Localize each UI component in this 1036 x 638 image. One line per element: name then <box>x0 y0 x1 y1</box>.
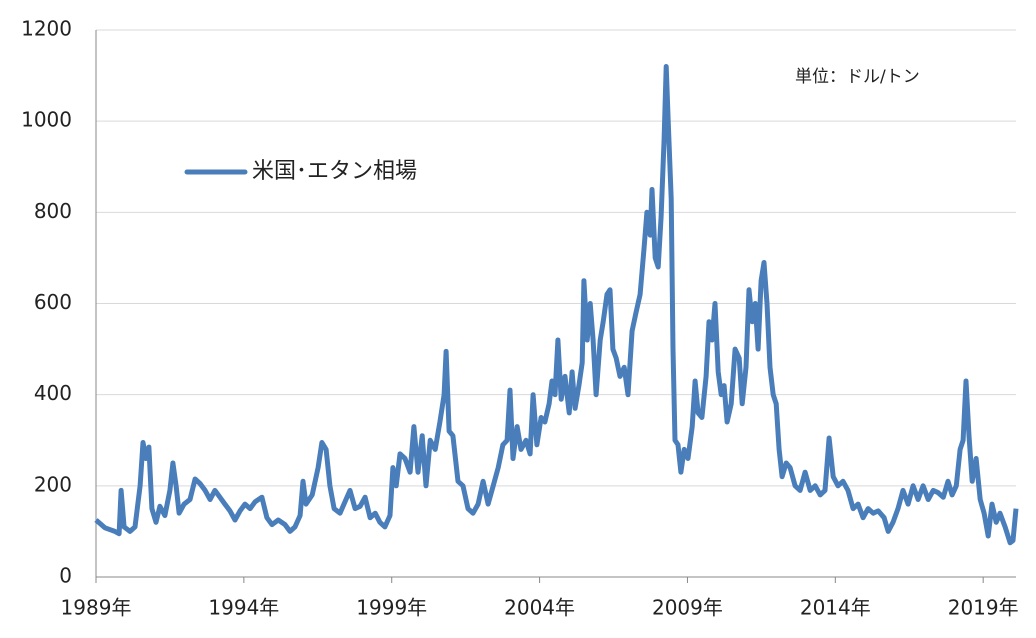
x-tick-label: 2009年 <box>652 596 723 620</box>
y-tick-label: 400 <box>34 381 72 405</box>
y-tick-label: 1200 <box>21 17 72 41</box>
x-tick-label: 1994年 <box>208 596 279 620</box>
y-tick-label: 1000 <box>21 108 72 132</box>
legend-label: 米国･エタン相場 <box>252 159 417 184</box>
y-tick-label: 0 <box>59 564 72 588</box>
y-tick-label: 600 <box>34 290 72 314</box>
y-tick-label: 200 <box>34 472 72 496</box>
unit-note: 単位：ドル/トン <box>795 67 920 87</box>
x-tick-label: 2014年 <box>800 596 871 620</box>
x-tick-label: 1989年 <box>61 596 132 620</box>
y-tick-label: 800 <box>34 199 72 223</box>
line-series <box>94 64 1019 546</box>
x-tick-label: 1999年 <box>356 596 427 620</box>
x-tick-label: 2004年 <box>504 596 575 620</box>
x-tick-label: 2019年 <box>948 596 1019 620</box>
